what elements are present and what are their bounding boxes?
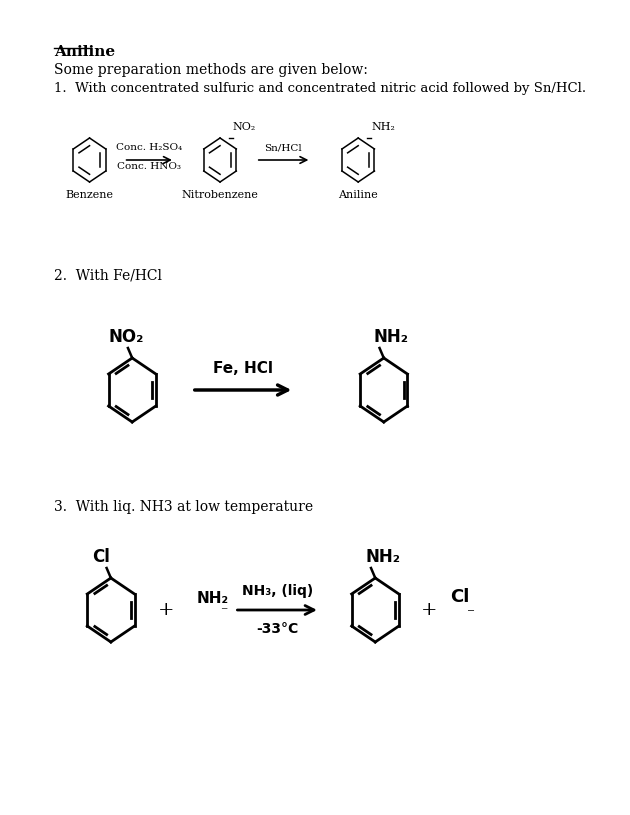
Text: 1.  With concentrated sulfuric and concentrated nitric acid followed by Sn/HCl.: 1. With concentrated sulfuric and concen… [54,82,586,95]
Text: Nitrobenzene: Nitrobenzene [181,190,258,200]
Text: +: + [421,601,437,619]
Text: NO₂: NO₂ [233,122,256,132]
Text: NH₂: NH₂ [374,328,408,346]
Text: NO₂: NO₂ [108,328,144,346]
Text: Aniline: Aniline [54,45,115,59]
Text: Some preparation methods are given below:: Some preparation methods are given below… [54,63,368,77]
Text: NH₃, (liq): NH₃, (liq) [241,584,313,598]
Text: NH₂: NH₂ [371,122,395,132]
Text: Fe, HCl: Fe, HCl [213,361,273,376]
Text: Conc. HNO₃: Conc. HNO₃ [117,162,181,171]
Text: ⁻: ⁻ [220,605,227,619]
Text: Conc. H₂SO₄: Conc. H₂SO₄ [116,143,182,152]
Text: +: + [158,601,175,619]
Text: Benzene: Benzene [66,190,113,200]
Text: NH₂: NH₂ [196,591,228,606]
Text: Aniline: Aniline [338,190,378,200]
Text: ⁻: ⁻ [467,606,476,622]
Text: 2.  With Fe/HCl: 2. With Fe/HCl [54,268,162,282]
Text: 3.  With liq. NH3 at low temperature: 3. With liq. NH3 at low temperature [54,500,313,514]
Text: -33°C: -33°C [256,622,298,636]
Text: Cl: Cl [450,588,470,606]
Text: NH₂: NH₂ [365,548,400,566]
Text: Sn/HCl: Sn/HCl [264,143,302,152]
Text: Cl: Cl [92,548,110,566]
